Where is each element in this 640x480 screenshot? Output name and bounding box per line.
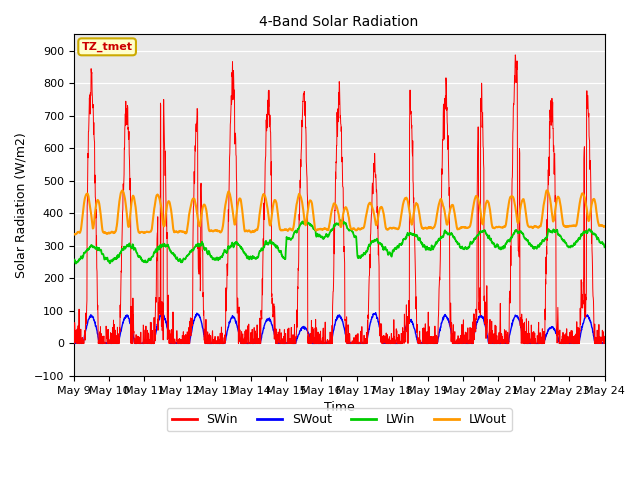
- Y-axis label: Solar Radiation (W/m2): Solar Radiation (W/m2): [15, 132, 28, 278]
- Text: TZ_tmet: TZ_tmet: [82, 42, 132, 52]
- Legend: SWin, SWout, LWin, LWout: SWin, SWout, LWin, LWout: [166, 408, 511, 431]
- Title: 4-Band Solar Radiation: 4-Band Solar Radiation: [259, 15, 419, 29]
- X-axis label: Time: Time: [324, 401, 355, 414]
